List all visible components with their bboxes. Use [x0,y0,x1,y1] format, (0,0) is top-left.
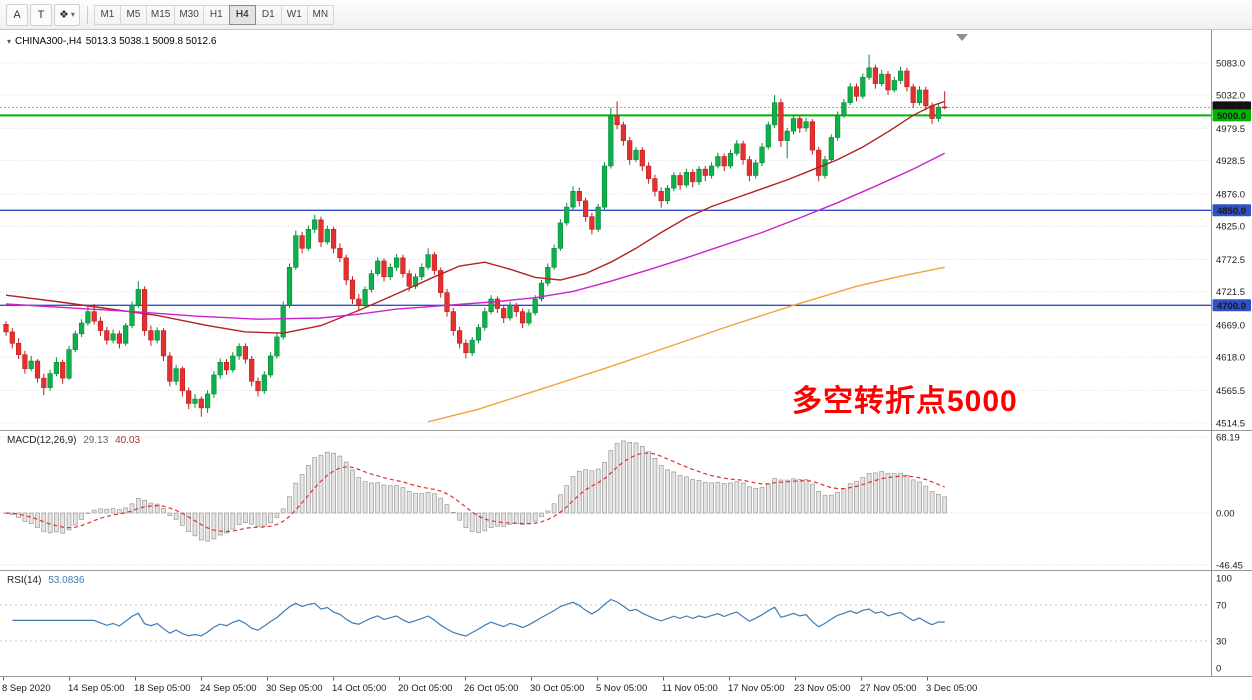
overlay-ma-mid [5,152,946,320]
chevron-down-icon: ▾ [70,10,75,19]
overlay-ma-fast [5,100,945,334]
symbol-period-label: CHINA300-,H4 [15,36,82,47]
rsi-label: RSI(14) 53.0836 [7,575,84,586]
price-badge-4700.0 [1212,299,1251,312]
price-tick-label: 4721.5 [1216,287,1245,298]
macd-tick-label: 0.00 [1216,509,1235,520]
price-tick-label: 4772.5 [1216,255,1245,266]
time-axis-label: 11 Nov 05:00 [662,683,718,694]
price-badge-label: 5012.6 [1217,103,1246,114]
shapes-icon: ❖ [59,9,69,21]
rsi-value: 53.0836 [48,575,85,586]
chart-title: ▾ CHINA300-,H4 5013.3 5038.1 5009.8 5012… [7,36,216,47]
price-tick-label: 4825.0 [1216,222,1245,233]
price-tick-label: 4618.0 [1216,353,1245,364]
overlay-ma-slow [427,266,945,423]
time-axis-label: 8 Sep 2020 [2,683,51,694]
time-axis-label: 24 Sep 05:00 [200,683,257,694]
chart-region: 5083.0 5032.0 4979.5 4928.5 4876.0 4825.0 4772… [0,30,1252,700]
time-axis-label: 18 Sep 05:00 [134,683,191,694]
price-tick-label: 4669.0 [1216,320,1245,331]
macd-label: MACD(12,26,9) 29.13 40.03 [7,435,140,446]
price-tick-label: 4514.5 [1216,418,1245,429]
chart-shift-marker [956,34,968,41]
price-badge-label: 4850.0 [1217,206,1246,217]
time-axis-label: 27 Nov 05:00 [860,683,917,694]
price-badge-label: 4700.0 [1217,301,1246,312]
time-axis-label: 26 Oct 05:00 [464,683,518,694]
time-axis-label: 14 Sep 05:00 [68,683,125,694]
macd-signal-line [5,452,945,533]
tab-timeframe-MN[interactable]: MN [306,4,334,25]
price-tick-label: 4928.5 [1216,156,1245,167]
price-tick-label: 4565.5 [1216,386,1245,397]
price-tick-label: 5032.0 [1216,91,1245,102]
price-tick-label: 4979.5 [1216,124,1245,135]
title-marker-icon: ▾ [7,37,12,46]
macd-name: MACD(12,26,9) [7,435,77,446]
candlestick-series [3,54,948,417]
macd-tick-label: 68.19 [1216,433,1240,444]
price-tick-label: 4876.0 [1216,189,1245,200]
rsi-tick-label: 100 [1216,574,1232,585]
time-axis-label: 17 Nov 05:00 [728,683,785,694]
timeframe-group: M1 M5 M15 M30 H1 H4 D1 W1 MN [93,4,334,25]
time-axis-label: 3 Dec 05:00 [926,683,977,694]
tab-timeframe-M1[interactable]: M1 [93,4,121,25]
macd-main-value: 29.13 [83,435,109,446]
tab-timeframe-W1[interactable]: W1 [280,4,308,25]
text-tool-button[interactable]: T [30,3,52,26]
toolbar: A T ❖ ▾ M1 M5 M15 M30 H1 H4 D1 W1 MN [0,0,1252,30]
rsi-line [12,598,945,637]
time-axis-label: 5 Nov 05:00 [596,683,647,694]
tab-timeframe-D1[interactable]: D1 [254,4,282,25]
price-tick-label: 5083.0 [1216,58,1245,69]
tab-timeframe-H1[interactable]: H1 [202,4,230,25]
price-badge-4850.0 [1212,204,1251,217]
toolbar-separator [86,5,88,24]
time-axis-label: 20 Oct 05:00 [398,683,452,694]
chart-canvas[interactable]: 5083.0 5032.0 4979.5 4928.5 4876.0 4825.0 4772… [0,30,1252,700]
tab-timeframe-H4[interactable]: H4 [228,4,256,25]
macd-signal-value: 40.03 [115,435,141,446]
time-axis-label: 23 Nov 05:00 [794,683,851,694]
price-badge-label: 5000.0 [1217,111,1246,122]
tab-timeframe-M5[interactable]: M5 [119,4,147,25]
tab-timeframe-M15[interactable]: M15 [145,4,176,25]
objects-dropdown-button[interactable]: ❖ ▾ [54,3,80,26]
macd-tick-label: -46.45 [1216,560,1243,571]
tab-timeframe-M30[interactable]: M30 [174,4,204,25]
time-axis-label: 30 Sep 05:00 [266,683,323,694]
cursor-tool-button[interactable]: A [6,3,28,26]
time-axis-label: 14 Oct 05:00 [332,683,386,694]
rsi-tick-label: 0 [1216,664,1221,675]
ohlc-values: 5013.3 5038.1 5009.8 5012.6 [85,36,217,47]
rsi-tick-label: 70 [1216,601,1227,612]
time-axis-label: 30 Oct 05:00 [530,683,584,694]
rsi-tick-label: 30 [1216,637,1227,648]
rsi-name: RSI(14) [7,575,42,586]
macd-histogram [3,440,948,542]
price-badge-5000.0 [1212,109,1251,122]
chart-annotation-text[interactable]: 多空转折点5000 [792,385,1018,418]
